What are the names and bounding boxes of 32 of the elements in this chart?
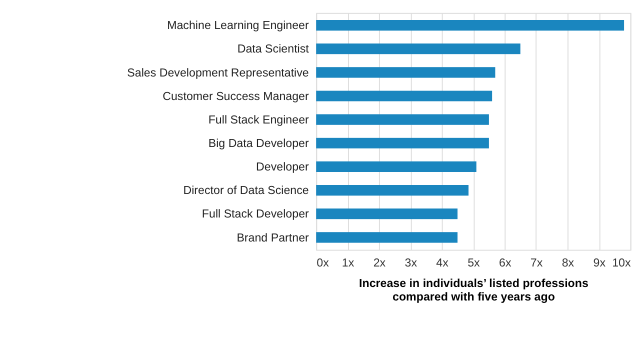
y-tick-label: Director of Data Science: [183, 184, 309, 198]
y-tick-label: Sales Development Representative: [127, 66, 309, 80]
y-tick-label: Brand Partner: [236, 231, 310, 244]
bar: [316, 161, 476, 172]
y-tick-label: Full Stack Developer: [202, 208, 310, 221]
bar: [316, 20, 624, 31]
x-tick-label: 8x: [562, 256, 574, 270]
x-tick-label: 0x: [316, 256, 330, 270]
bar: [316, 114, 489, 125]
bar: [316, 208, 458, 220]
x-axis-title: Increase in individuals’ listed professions compared with five years ago: [359, 276, 588, 304]
bar: [316, 232, 458, 243]
bar: [316, 67, 496, 78]
x-tick-label: 1x: [342, 256, 354, 270]
x-tick-label: 5x: [468, 256, 480, 270]
y-tick-label: Data Scientist: [237, 42, 310, 56]
y-tick-label: Machine Learning Engineer: [167, 19, 310, 32]
bar: [316, 138, 489, 148]
x-tick-label: 9x: [593, 256, 606, 270]
bar: [316, 90, 492, 102]
bar: [316, 44, 520, 54]
bar: [316, 184, 469, 196]
y-tick-label: Customer Success Manager: [162, 90, 310, 103]
y-tick-label: Big Data Developer: [208, 137, 310, 150]
x-tick-label: 6x: [499, 256, 512, 270]
x-tick-label: 2x: [373, 256, 386, 270]
y-tick-label: Full Stack Engineer: [208, 113, 310, 126]
y-tick-label: Developer: [256, 160, 310, 174]
x-tick-label: 7x: [530, 256, 543, 270]
x-tick-label: 4x: [436, 256, 449, 270]
x-tick-label: 3x: [404, 256, 418, 270]
x-tick-label: 10x: [612, 256, 632, 270]
